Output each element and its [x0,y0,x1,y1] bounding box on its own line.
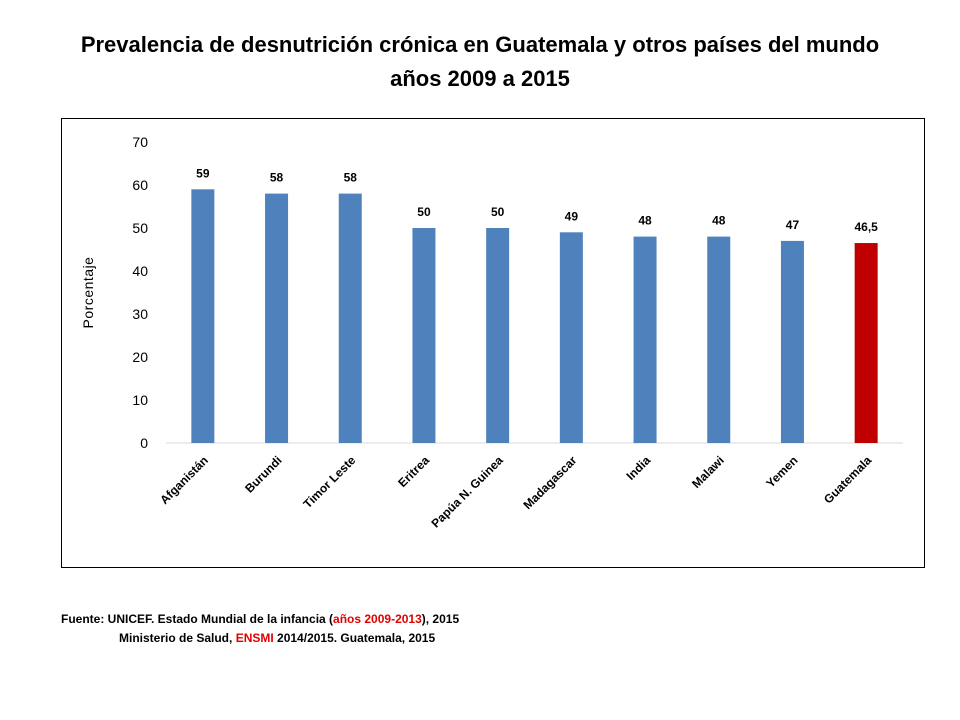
source-line-2-prefix: Ministerio de Salud, [119,631,236,645]
bar-malawi [707,236,731,443]
data-label: 59 [196,166,210,180]
bar-madagascar [559,232,583,443]
bar-chart: 0 10 20 30 40 50 60 70 Porcentaje 59 Afganistán 58 B… [80,134,903,531]
bar-timor-leste [338,193,362,443]
chart-area: 0 10 20 30 40 50 60 70 Porcentaje 59 Afganistán 58 B… [61,118,925,568]
y-axis-label: Porcentaje [80,257,96,329]
x-tick-label: Madagascar [521,453,580,512]
x-tick-label: Timor Leste [301,453,359,511]
x-tick-label: Malawi [689,453,727,491]
x-tick-label: Papúa N. Guinea [428,453,506,531]
y-tick-label: 40 [132,263,148,279]
x-tick-label: Afganistán [157,453,211,507]
source-note: Fuente: UNICEF. Estado Mundial de la inf… [61,610,459,648]
y-tick-label: 70 [132,134,148,150]
source-line-1-suffix: ), 2015 [421,612,460,626]
source-line-1: Fuente: UNICEF. Estado Mundial de la inf… [61,610,459,629]
y-tick-label: 60 [132,177,148,193]
bar-afganist-n [191,189,215,443]
data-label: 46,5 [854,220,878,234]
data-label: 58 [270,171,284,185]
page-title: Prevalencia de desnutrición crónica en G… [30,28,930,96]
bar-eritrea [412,228,436,443]
source-line-2-highlight: ENSMI [235,631,274,645]
data-label: 49 [565,209,579,223]
source-line-1-prefix: Fuente: UNICEF. Estado Mundial de la inf… [61,612,334,626]
y-tick-label: 10 [132,392,148,408]
title-line-1: Prevalencia de desnutrición crónica en G… [80,32,880,57]
data-label: 48 [712,214,726,228]
source-line-2: Ministerio de Salud, ENSMI 2014/2015. Gu… [61,629,459,648]
bar-pap-a-n-guinea [486,228,510,443]
x-tick-label: Yemen [763,453,800,490]
bar-guatemala [854,243,878,443]
y-tick-label: 20 [132,349,148,365]
x-tick-label: Eritrea [395,453,432,490]
data-label: 48 [638,214,652,228]
y-tick-label: 50 [132,220,148,236]
bar-yemen [780,240,804,443]
y-tick-label: 30 [132,306,148,322]
source-line-1-highlight: años 2009-2013 [333,612,422,626]
x-tick-label: Guatemala [821,453,875,507]
title-line-2: años 2009 a 2015 [390,66,570,91]
data-label: 50 [491,205,505,219]
x-tick-label: Burundi [242,453,284,495]
bar-india [633,236,657,443]
data-label: 58 [344,171,358,185]
x-tick-label: India [623,453,653,483]
data-label: 47 [786,218,800,232]
bar-burundi [265,193,289,443]
data-label: 50 [417,205,431,219]
source-line-2-suffix: 2014/2015. Guatemala, 2015 [273,631,436,645]
y-tick-label: 0 [140,435,148,451]
